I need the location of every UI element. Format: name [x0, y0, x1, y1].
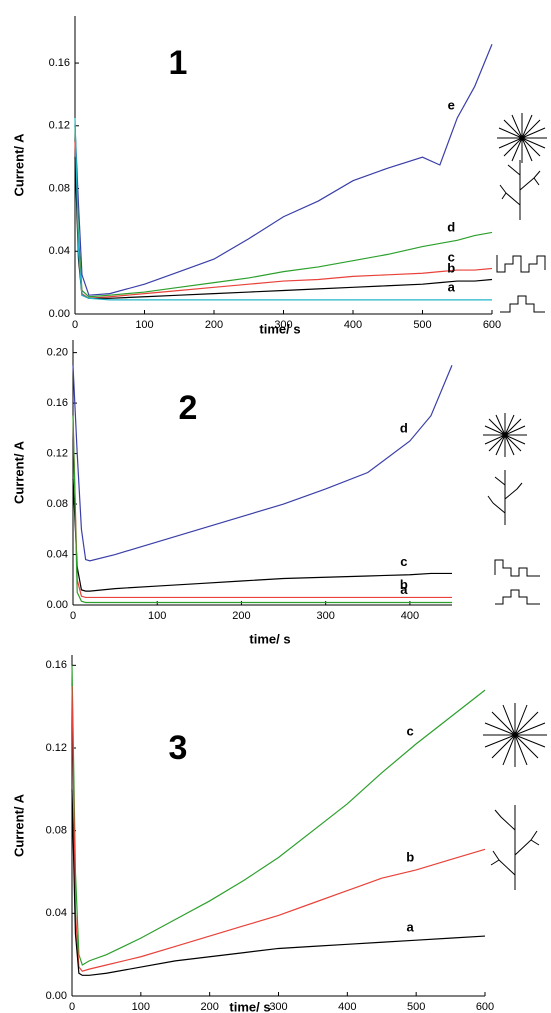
series-label: d	[400, 420, 408, 435]
x-tick-label: 200	[200, 1001, 218, 1013]
series-label: d	[447, 220, 455, 235]
y-tick-label: 0.00	[47, 599, 68, 611]
y-tick-label: 0.04	[47, 548, 68, 560]
x-tick-label: 0	[69, 1001, 75, 1013]
chart-title: 2	[179, 389, 198, 427]
series-label: c	[448, 250, 455, 265]
data-line	[72, 415, 452, 599]
x-tick-label: 600	[483, 319, 501, 331]
x-tick-label: 300	[274, 319, 292, 331]
x-tick-label: 200	[205, 319, 223, 331]
step-icon	[495, 589, 540, 605]
y-axis-label: Current/ A	[11, 440, 26, 504]
x-tick-label: 100	[135, 319, 153, 331]
y-axis-label: Current/ A	[11, 133, 26, 197]
data-line	[71, 665, 486, 966]
y-tick-label: 0.16	[47, 397, 68, 409]
step-icon	[500, 295, 545, 313]
data-line	[74, 125, 493, 298]
y-tick-label: 0.08	[49, 182, 70, 194]
x-tick-label: 300	[316, 610, 334, 622]
y-tick-label: 0.12	[46, 742, 67, 754]
y-tick-label: 0.12	[49, 120, 70, 132]
series-label: b	[447, 261, 455, 276]
x-tick-label: 400	[344, 319, 362, 331]
x-tick-label: 100	[148, 610, 166, 622]
y-tick-label: 0.16	[46, 659, 67, 671]
x-tick-label: 400	[338, 1001, 356, 1013]
x-tick-label: 300	[269, 1001, 287, 1013]
data-line	[72, 415, 452, 604]
data-line	[74, 157, 493, 299]
y-tick-label: 0.12	[47, 447, 68, 459]
y-tick-label: 0.00	[46, 990, 67, 1002]
x-tick-label: 600	[476, 1001, 494, 1013]
step-icon	[496, 255, 546, 273]
data-line	[74, 141, 493, 299]
y-tick-label: 0.08	[46, 825, 67, 837]
star-icon	[483, 413, 527, 457]
data-line	[71, 789, 486, 976]
series-label: a	[448, 279, 456, 294]
series-label: a	[407, 920, 415, 935]
y-tick-label: 0.20	[47, 347, 68, 359]
x-tick-label: 200	[232, 610, 250, 622]
chart-title: 1	[169, 44, 188, 82]
tree-icon	[487, 470, 523, 525]
y-axis-label: Current/ A	[11, 793, 26, 857]
tree-icon	[499, 160, 541, 220]
morphology-icons	[483, 113, 547, 890]
tree-icon	[490, 805, 540, 890]
star-icon	[483, 703, 547, 767]
series-label: b	[400, 577, 408, 592]
x-axis-label: time/ s	[229, 999, 270, 1013]
data-line	[72, 365, 453, 562]
y-tick-label: 0.00	[49, 308, 70, 320]
x-tick-label: 100	[132, 1001, 150, 1013]
y-tick-label: 0.08	[47, 498, 68, 510]
x-axis-label: time/ s	[259, 321, 300, 336]
series-label: c	[400, 554, 407, 569]
y-tick-label: 0.04	[49, 245, 70, 257]
series-label: e	[448, 97, 455, 112]
y-tick-label: 0.04	[46, 907, 67, 919]
data-line	[72, 478, 452, 592]
data-line	[74, 117, 492, 301]
series-label: c	[407, 723, 414, 738]
x-axis-label: time/ s	[249, 631, 290, 646]
chart-title: 3	[169, 729, 188, 767]
data-line	[74, 44, 493, 296]
data-line	[71, 685, 486, 972]
star-icon	[497, 113, 547, 163]
series-label: b	[406, 849, 414, 864]
x-tick-label: 500	[407, 1001, 425, 1013]
series-label: a	[400, 582, 408, 597]
step-icon	[494, 559, 540, 577]
x-tick-label: 0	[70, 610, 76, 622]
x-tick-label: 0	[72, 319, 78, 331]
x-tick-label: 500	[413, 319, 431, 331]
x-tick-label: 400	[401, 610, 419, 622]
y-tick-label: 0.16	[49, 57, 70, 69]
